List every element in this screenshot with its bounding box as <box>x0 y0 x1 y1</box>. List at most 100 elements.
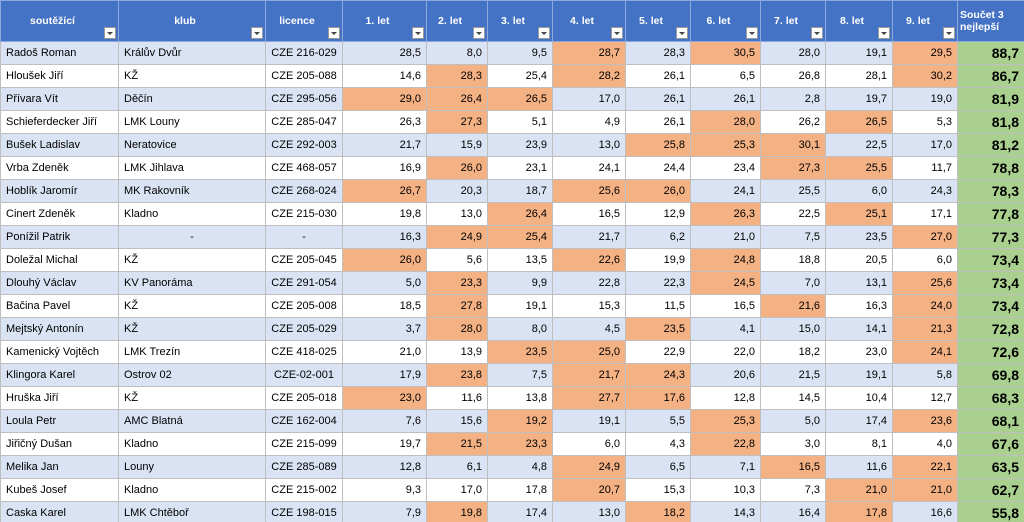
table-cell: 4,8 <box>487 455 553 479</box>
filter-button[interactable] <box>746 27 758 39</box>
table-cell: 17,4 <box>825 409 893 433</box>
table-cell: 15,6 <box>426 409 488 433</box>
table-cell: 23,5 <box>825 225 893 249</box>
sum-cell: 81,9 <box>957 87 1024 111</box>
table-cell: KV Panoráma <box>118 271 266 295</box>
table-cell: Klingora Karel <box>0 363 119 387</box>
table-cell: 19,1 <box>825 41 893 65</box>
table-cell: 17,4 <box>487 501 553 522</box>
table-cell: 12,9 <box>625 202 691 226</box>
filter-button[interactable] <box>943 27 955 39</box>
table-cell: Mejtský Antonín <box>0 317 119 341</box>
column-header: 3. let <box>487 0 553 42</box>
table-cell: 6,2 <box>625 225 691 249</box>
table-cell: 25,3 <box>690 409 761 433</box>
table-cell: Děčín <box>118 87 266 111</box>
table-cell: 16,3 <box>825 294 893 318</box>
table-cell: 26,1 <box>625 87 691 111</box>
table-cell: 26,4 <box>426 87 488 111</box>
filter-button[interactable] <box>878 27 890 39</box>
table-cell: 17,8 <box>825 501 893 522</box>
table-row: Přívara Vít Děčín CZE 295-056 29,0 26,4 26,5 1… <box>0 87 1024 111</box>
table-cell: 26,2 <box>760 110 826 134</box>
table-cell: 17,0 <box>892 133 958 157</box>
table-cell: KŽ <box>118 248 266 272</box>
table-cell: CZE 215-099 <box>265 432 343 456</box>
table-cell: 21,0 <box>690 225 761 249</box>
table-cell: 25,0 <box>552 340 626 364</box>
table-cell: CZE 205-008 <box>265 294 343 318</box>
table-cell: 15,3 <box>625 478 691 502</box>
table-cell: 16,6 <box>892 501 958 522</box>
header-text: Součet 3 nejlepší <box>960 9 1004 33</box>
filter-button[interactable] <box>473 27 485 39</box>
table-cell: 21,7 <box>342 133 427 157</box>
table-cell: 21,0 <box>825 478 893 502</box>
table-cell: CZE 205-088 <box>265 64 343 88</box>
table-row: Klingora Karel Ostrov 02 CZE-02-001 17,9 23,… <box>0 363 1024 387</box>
table-cell: 11,5 <box>625 294 691 318</box>
table-row: Kamenický Vojtěch LMK Trezín CZE 418-025 21… <box>0 340 1024 364</box>
table-cell: 28,3 <box>426 64 488 88</box>
table-cell: 14,6 <box>342 64 427 88</box>
filter-button[interactable] <box>538 27 550 39</box>
table-cell: 6,0 <box>552 432 626 456</box>
table-cell: 19,1 <box>487 294 553 318</box>
table-cell: 23,5 <box>487 340 553 364</box>
table-cell: 19,1 <box>825 363 893 387</box>
table-cell: 12,8 <box>690 386 761 410</box>
table-row: Dlouhý Václav KV Panoráma CZE 291-054 5,0 23… <box>0 271 1024 295</box>
table-cell: Bačina Pavel <box>0 294 119 318</box>
table-cell: CZE 291-054 <box>265 271 343 295</box>
table-cell: 30,5 <box>690 41 761 65</box>
sum-cell: 68,3 <box>957 386 1024 410</box>
table-cell: 22,6 <box>552 248 626 272</box>
table-cell: 25,1 <box>825 202 893 226</box>
table-cell: 24,0 <box>892 294 958 318</box>
table-cell: 23,0 <box>825 340 893 364</box>
filter-button[interactable] <box>811 27 823 39</box>
table-cell: 21,7 <box>552 225 626 249</box>
table-cell: 23,0 <box>342 386 427 410</box>
table-cell: 26,5 <box>487 87 553 111</box>
table-cell: 13,1 <box>825 271 893 295</box>
filter-button[interactable] <box>676 27 688 39</box>
table-cell: 2,8 <box>760 87 826 111</box>
table-cell: 19,2 <box>487 409 553 433</box>
table-cell: 5,0 <box>342 271 427 295</box>
column-header: 6. let <box>690 0 761 42</box>
table-cell: 27,7 <box>552 386 626 410</box>
filter-button[interactable] <box>611 27 623 39</box>
table-cell: 28,0 <box>690 110 761 134</box>
filter-button[interactable] <box>328 27 340 39</box>
table-cell: 25,5 <box>760 179 826 203</box>
table-row: Kubeš Josef Kladno CZE 215-002 9,3 17,0 17,8 2… <box>0 478 1024 502</box>
filter-button[interactable] <box>412 27 424 39</box>
table-body: Radoš Roman Králův Dvůr CZE 216-029 28,5 8,0… <box>0 41 1024 522</box>
header-text: soutěžící <box>30 15 75 27</box>
table-row: Ponížil Patrik - -16,3 24,9 25,4 21,7 6,2 21,0 7… <box>0 225 1024 249</box>
table-cell: 24,9 <box>426 225 488 249</box>
table-cell: 21,5 <box>426 432 488 456</box>
filter-button[interactable] <box>251 27 263 39</box>
table-row: Hloušek Jiří KŽ CZE 205-088 14,6 28,3 25,4 28,… <box>0 64 1024 88</box>
table-cell: 25,3 <box>690 133 761 157</box>
table-row: Cinert Zdeněk Kladno CZE 215-030 19,8 13,0 26… <box>0 202 1024 226</box>
sum-cell: 69,8 <box>957 363 1024 387</box>
table-cell: 21,0 <box>892 478 958 502</box>
column-header: Součet 3 nejlepší <box>957 0 1024 42</box>
header-text: klub <box>174 15 196 27</box>
table-cell: Kladno <box>118 202 266 226</box>
table-cell: 17,6 <box>625 386 691 410</box>
table-cell: 17,1 <box>892 202 958 226</box>
table-cell: 29,0 <box>342 87 427 111</box>
table-cell: 18,5 <box>342 294 427 318</box>
filter-button[interactable] <box>104 27 116 39</box>
table-cell: 18,8 <box>760 248 826 272</box>
table-cell: 28,5 <box>342 41 427 65</box>
table-cell: 10,3 <box>690 478 761 502</box>
table-cell: KŽ <box>118 317 266 341</box>
table-cell: 5,0 <box>760 409 826 433</box>
table-cell: LMK Chtěboř <box>118 501 266 522</box>
